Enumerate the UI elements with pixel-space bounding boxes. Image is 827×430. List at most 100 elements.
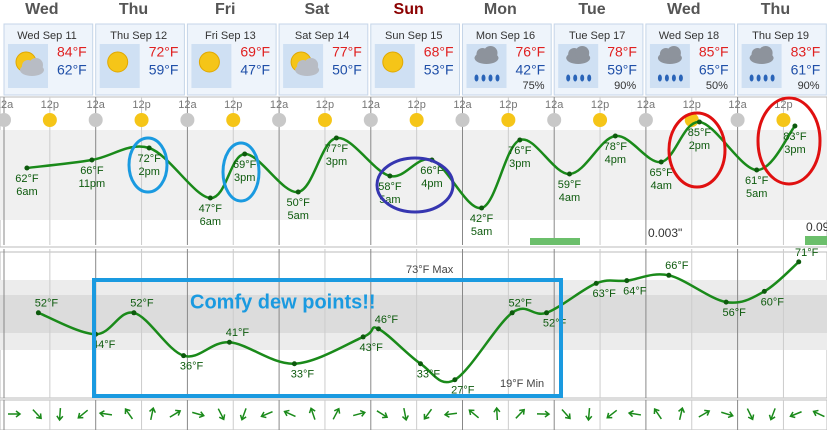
- wind-row: [0, 399, 827, 430]
- point: [295, 189, 301, 195]
- cell-low: 42°F: [516, 62, 546, 78]
- time-label: 11pm: [79, 178, 106, 190]
- cell-precip: 90%: [614, 80, 636, 92]
- temperature-band: [0, 130, 827, 220]
- point: [792, 123, 798, 129]
- cell-date: Mon Sep 16: [476, 30, 535, 42]
- value-label: 66°F: [420, 165, 444, 177]
- annotation-circle: [756, 96, 822, 186]
- time-label: 5am: [288, 210, 309, 222]
- cell-high: 72°F: [149, 44, 179, 60]
- cell-low: 47°F: [240, 62, 270, 78]
- moon-icon: [180, 113, 195, 127]
- cell-high: 68°F: [424, 44, 454, 60]
- value-label: 69°F: [233, 159, 257, 171]
- moon-icon: [455, 113, 470, 127]
- cloud: [29, 58, 43, 72]
- sun-icon: [776, 113, 791, 127]
- point: [624, 278, 630, 284]
- value-label: 50°F: [287, 197, 311, 209]
- point: [479, 205, 485, 211]
- time-label: 4pm: [605, 154, 626, 166]
- annotation-circle: [375, 156, 455, 214]
- point: [89, 157, 95, 163]
- wind-arrow: [376, 410, 389, 419]
- point: [24, 165, 30, 171]
- point: [544, 310, 550, 316]
- point: [360, 334, 366, 340]
- x-tick-label: 12a: [87, 99, 106, 111]
- x-tick-label: 12p: [499, 99, 517, 111]
- point: [666, 272, 672, 278]
- annotation-circle: [221, 141, 261, 203]
- point: [291, 361, 297, 367]
- cloud: [304, 58, 319, 72]
- point: [333, 135, 339, 141]
- value-label: 58°F: [378, 181, 402, 193]
- min-label: 19°F Min: [500, 378, 544, 390]
- cell-high: 84°F: [57, 44, 87, 60]
- point: [207, 195, 213, 201]
- wind-arrow: [746, 408, 755, 421]
- point: [242, 151, 248, 157]
- raindrop: [664, 74, 669, 82]
- annotation-text: Comfy dew points!!: [190, 291, 376, 313]
- raindrop: [488, 74, 493, 82]
- raindrop: [566, 74, 571, 82]
- value-label: 59°F: [558, 179, 582, 191]
- sun-icon: [501, 113, 516, 127]
- x-tick-label: 12p: [591, 99, 609, 111]
- time-label: 5am: [746, 188, 767, 200]
- time-label: 6am: [16, 186, 37, 198]
- cell-high: 69°F: [240, 44, 270, 60]
- value-label: 77°F: [325, 143, 349, 155]
- cell-date: Wed Sep 11: [17, 30, 77, 42]
- value-label: 76°F: [508, 145, 532, 157]
- point: [226, 339, 232, 345]
- moon-icon: [638, 113, 653, 127]
- time-label: 2pm: [689, 140, 710, 152]
- value-label: 42°F: [470, 213, 494, 225]
- cell-low: 59°F: [607, 62, 637, 78]
- value-label: 85°F: [688, 127, 712, 139]
- x-tick-label: 12p: [132, 99, 150, 111]
- time-label: 3pm: [509, 158, 530, 170]
- annotation-circle: [667, 111, 727, 189]
- point: [754, 167, 760, 173]
- value-label: 56°F: [722, 307, 746, 319]
- wind-arrow: [283, 409, 296, 418]
- day-name: Wed: [25, 1, 58, 18]
- wind-arrow: [721, 411, 734, 419]
- raindrop: [495, 74, 500, 82]
- point: [35, 310, 41, 316]
- cloud: [575, 46, 590, 60]
- moon-icon: [0, 113, 11, 127]
- cell-date: Wed Sep 18: [659, 30, 719, 42]
- point: [796, 259, 802, 265]
- forecast-cell: Thu Sep 12 72°F 59°F: [95, 23, 185, 96]
- point: [593, 280, 599, 286]
- raindrop: [474, 74, 479, 82]
- day-name: Thu: [119, 1, 148, 18]
- wind-arrow: [423, 408, 433, 420]
- cell-date: Sat Sep 14: [295, 30, 349, 42]
- point: [375, 326, 381, 332]
- value-label: 61°F: [745, 175, 769, 187]
- wind-arrow: [308, 407, 316, 420]
- cell-high: 85°F: [699, 44, 729, 60]
- value-label: 44°F: [92, 339, 116, 351]
- value-label: 47°F: [199, 203, 223, 215]
- day-name: Thu: [761, 1, 790, 18]
- x-tick-label: 12a: [728, 99, 747, 111]
- point: [417, 361, 423, 367]
- sun: [198, 51, 220, 73]
- wind-arrow: [32, 409, 42, 420]
- wind-arrow: [148, 406, 157, 421]
- value-label: 72°F: [138, 153, 162, 165]
- forecast-cell: Mon Sep 16 76°F 42°F 75%: [462, 23, 552, 96]
- annotation-box: [92, 278, 563, 398]
- header: Wed Thu Fri Sat Sun Mon Tue Wed Thu Wed Sep 11 84°…: [3, 1, 827, 96]
- x-tick-label: 12a: [178, 99, 197, 111]
- x-tick-label: 12a: [0, 99, 14, 111]
- point: [509, 310, 515, 316]
